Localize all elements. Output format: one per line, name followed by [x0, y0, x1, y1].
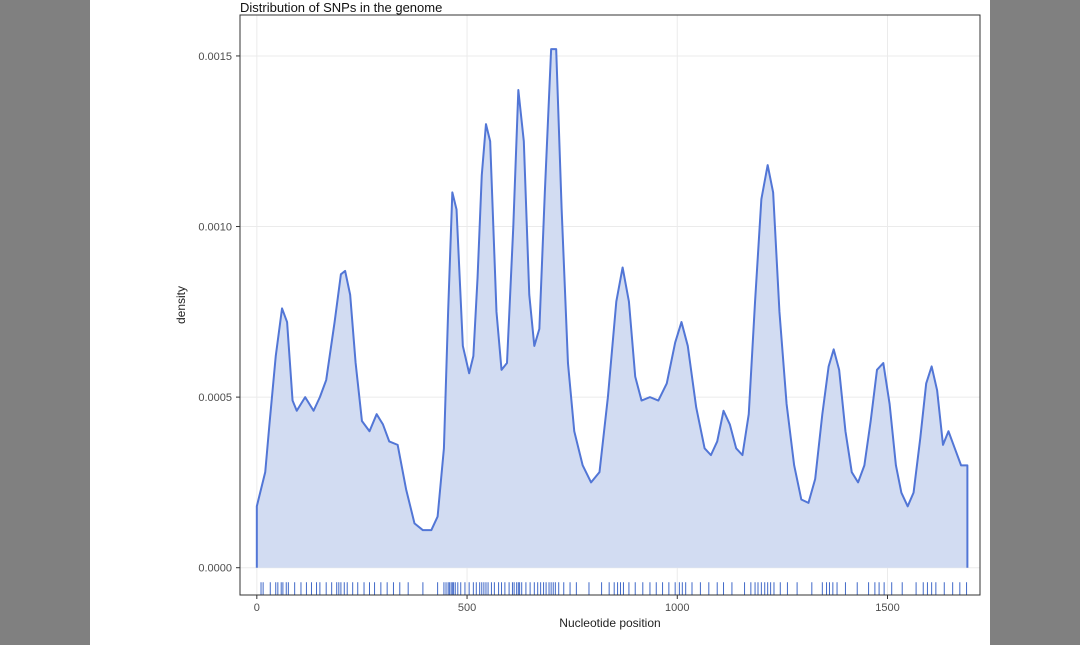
chart-container: 0 500 1000 1500 0.0000 0.0005 0.0010 0.0015 Nucl…	[90, 0, 990, 645]
x-tick-label: 1500	[875, 602, 899, 614]
y-tick-label: 0.0000	[198, 563, 232, 575]
x-tick-label: 500	[458, 602, 476, 614]
y-tick-label: 0.0010	[198, 222, 232, 234]
x-axis-title: Nucleotide position	[559, 616, 660, 630]
x-tick-label: 0	[254, 602, 260, 614]
y-tick-label: 0.0015	[198, 51, 232, 63]
y-axis-title: density	[174, 286, 188, 324]
density-chart: 0 500 1000 1500 0.0000 0.0005 0.0010 0.0015 Nucl…	[90, 0, 990, 645]
chart-title: Distribution of SNPs in the genome	[240, 0, 442, 15]
y-tick-label: 0.0005	[198, 392, 232, 404]
x-tick-label: 1000	[665, 602, 689, 614]
